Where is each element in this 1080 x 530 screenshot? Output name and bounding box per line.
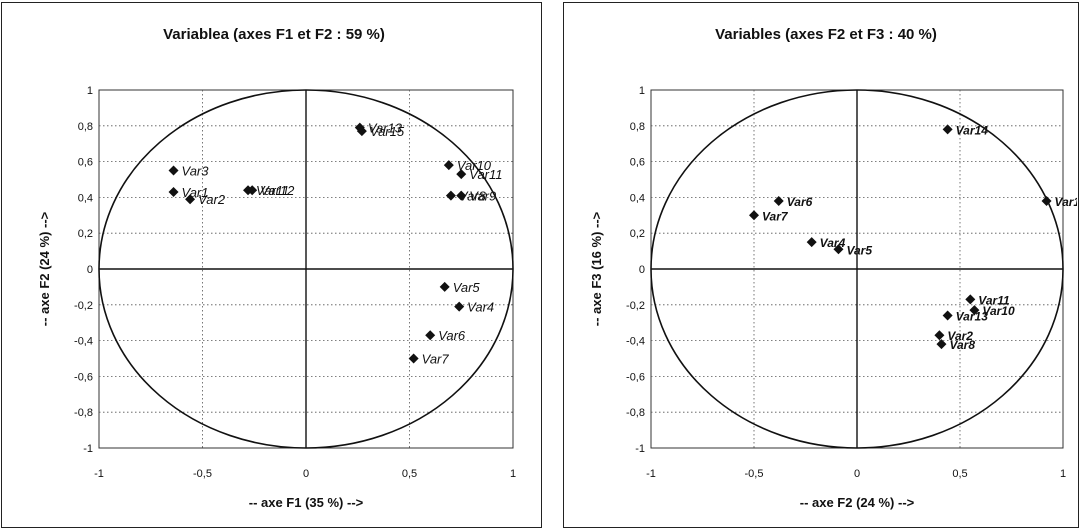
data-point-label: Var9 bbox=[469, 189, 496, 204]
data-point-label: Var10 bbox=[457, 158, 492, 173]
y-tick-label: 1 bbox=[87, 85, 93, 97]
correlation-circle bbox=[650, 89, 1064, 449]
data-point-marker bbox=[936, 339, 947, 350]
y-tick-label: -0,4 bbox=[74, 336, 93, 348]
data-point-marker bbox=[833, 244, 844, 255]
y-tick-label: 0,4 bbox=[630, 192, 645, 204]
y-tick-label: 0,6 bbox=[630, 157, 645, 169]
data-point-label: Var8 bbox=[949, 338, 975, 352]
y-tick-label: -1 bbox=[83, 443, 93, 455]
data-point-marker bbox=[408, 353, 419, 364]
data-point-label: Var13 bbox=[368, 121, 403, 136]
y-tick-label: 0,2 bbox=[78, 228, 93, 240]
data-point-label: Var3 bbox=[182, 164, 210, 179]
correlation-circle bbox=[98, 89, 514, 449]
data-point-marker bbox=[806, 237, 817, 248]
data-point-marker bbox=[965, 294, 976, 305]
data-point-marker bbox=[934, 330, 945, 341]
data-point-marker bbox=[773, 195, 784, 206]
y-tick-label: 0,6 bbox=[78, 157, 93, 169]
y-tick-label: 0 bbox=[87, 264, 93, 276]
data-point-marker bbox=[168, 187, 179, 198]
data-point-marker bbox=[425, 330, 436, 341]
chart-panel-right: Variables (axes F2 et F3 : 40 %) 1 0,8 0,6 0… bbox=[563, 2, 1079, 528]
y-tick-label: 0,4 bbox=[78, 192, 93, 204]
data-point-marker bbox=[456, 169, 467, 180]
data-point-label: Var6 bbox=[787, 195, 813, 209]
x-tick-label: 0,5 bbox=[952, 468, 967, 480]
data-point-marker bbox=[445, 190, 456, 201]
data-point-label: Var11 bbox=[978, 293, 1010, 307]
x-tick-label: -1 bbox=[94, 468, 104, 480]
data-point-label: Var12 bbox=[260, 183, 295, 198]
y-tick-label: 1 bbox=[639, 85, 645, 97]
x-tick-label: -1 bbox=[646, 468, 656, 480]
y-tick-label: -0,6 bbox=[74, 371, 93, 383]
data-point-marker bbox=[969, 305, 980, 316]
y-axis-label: -- axe F2 (24 %) --> bbox=[37, 211, 52, 326]
y-tick-label: -0,8 bbox=[74, 407, 93, 419]
x-tick-label: 0,5 bbox=[402, 468, 417, 480]
data-point-label: Var13 bbox=[956, 310, 989, 324]
x-tick-label: 1 bbox=[1060, 468, 1066, 480]
data-point-marker bbox=[942, 124, 953, 135]
data-point-marker bbox=[942, 310, 953, 321]
data-point-label: Var14 bbox=[956, 123, 989, 137]
data-point-label: Var11 bbox=[469, 167, 502, 182]
y-tick-label: 0,8 bbox=[78, 121, 93, 133]
data-point-label: Var10 bbox=[982, 304, 1015, 318]
data-point-marker bbox=[439, 281, 450, 292]
data-point-label: Var4 bbox=[467, 300, 494, 315]
chart-title: Variablea (axes F1 et F2 : 59 %) bbox=[163, 26, 385, 43]
y-tick-label: -0,6 bbox=[626, 371, 645, 383]
data-point-label: Var5 bbox=[846, 243, 872, 257]
x-tick-label: 0 bbox=[303, 468, 309, 480]
chart-left-svg: Variablea (axes F1 et F2 : 59 %) 1 0,8 0,6 0… bbox=[37, 26, 516, 510]
data-point-marker bbox=[185, 194, 196, 205]
data-point-label: Var8 bbox=[459, 189, 487, 204]
data-point-marker bbox=[168, 165, 179, 176]
data-point-marker bbox=[443, 160, 454, 171]
data-point-marker bbox=[454, 301, 465, 312]
data-point-label: Var11 bbox=[256, 183, 289, 198]
y-tick-label: 0,8 bbox=[630, 121, 645, 133]
y-tick-label: -1 bbox=[635, 443, 645, 455]
y-tick-label: -0,2 bbox=[74, 300, 93, 312]
data-point-marker bbox=[749, 210, 759, 221]
y-axis-label: -- axe F3 (16 %) --> bbox=[589, 211, 604, 326]
data-point-label: Var2 bbox=[947, 329, 973, 343]
data-point-label: Var2 bbox=[198, 192, 226, 207]
y-tick-label: -0,2 bbox=[626, 300, 645, 312]
data-point-label: Var6 bbox=[438, 328, 466, 343]
data-point-marker bbox=[456, 190, 467, 201]
data-point-label: Var5 bbox=[453, 280, 481, 295]
chart-title: Variables (axes F2 et F3 : 40 %) bbox=[715, 26, 937, 43]
x-axis-label: -- axe F1 (35 %) --> bbox=[249, 495, 364, 510]
x-tick-label: 1 bbox=[510, 468, 516, 480]
y-tick-label: 0 bbox=[639, 264, 645, 276]
data-point-marker bbox=[1041, 195, 1052, 206]
y-tick-label: 0,2 bbox=[630, 228, 645, 240]
x-tick-label: -0,5 bbox=[193, 468, 212, 480]
chart-panel-left: Variablea (axes F1 et F2 : 59 %) 1 0,8 0,6 0… bbox=[1, 2, 542, 528]
data-point-marker bbox=[356, 126, 367, 137]
chart-right-svg: Variables (axes F2 et F3 : 40 %) 1 0,8 0,6 0… bbox=[589, 26, 1077, 510]
x-tick-label: -0,5 bbox=[745, 468, 764, 480]
data-point-label: Var12 bbox=[1055, 195, 1077, 209]
data-point-marker bbox=[247, 185, 258, 196]
data-point-label: Var7 bbox=[762, 209, 789, 223]
data-point-label: Var15 bbox=[370, 124, 405, 139]
data-point-label: Var7 bbox=[422, 352, 450, 367]
y-tick-label: -0,4 bbox=[626, 336, 645, 348]
x-axis-label: -- axe F2 (24 %) --> bbox=[800, 495, 915, 510]
y-tick-label: -0,8 bbox=[626, 407, 645, 419]
x-tick-label: 0 bbox=[854, 468, 860, 480]
